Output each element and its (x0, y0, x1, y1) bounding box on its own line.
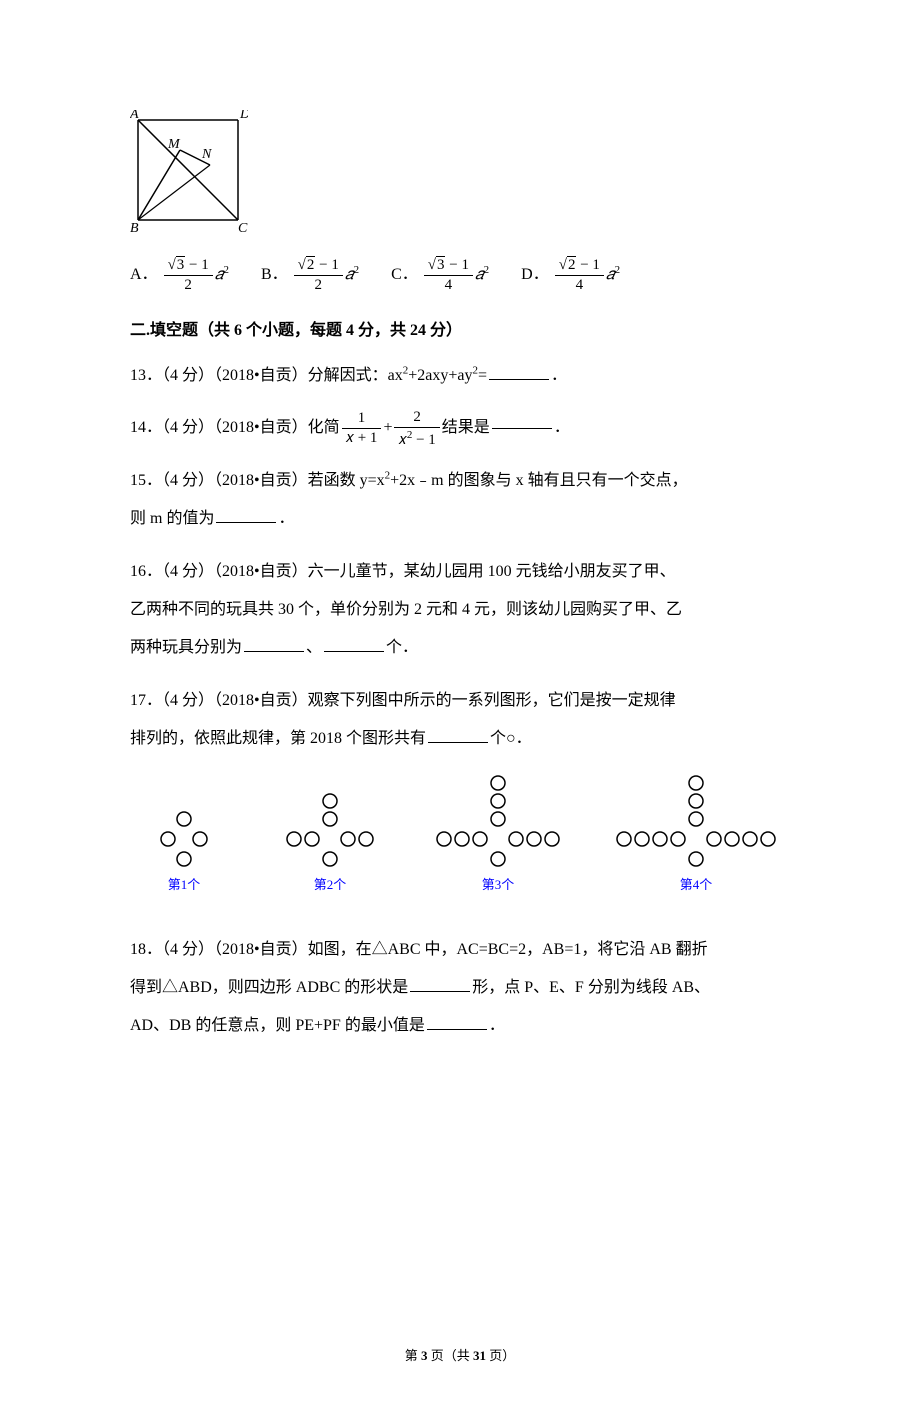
fraction: 3 − 1 4 (424, 258, 473, 293)
choice-letter: A． (130, 266, 158, 283)
blank (244, 651, 304, 652)
choice-a: A． 3 − 1 2 𝑎2 (130, 258, 229, 293)
question-14: 14．（4 分）（2018•自贡）化简 1 𝑥 + 1 + 2 𝑥2 − 1 结… (130, 409, 790, 447)
fraction: 3 − 1 2 (164, 258, 213, 293)
svg-text:A: A (130, 110, 139, 122)
question-15: 15．（4 分）（2018•自贡）若函数 y=x2+2x﹣m 的图象与 x 轴有… (130, 462, 790, 539)
fraction: 1 𝑥 + 1 (342, 411, 382, 446)
page-footer: 第 3 页（共 31 页） (130, 1346, 790, 1366)
q12-choices: A． 3 − 1 2 𝑎2 B． 2 − 1 2 𝑎2 C． 3 − 1 4 𝑎… (130, 258, 790, 293)
pattern-label-2: 第2个 (314, 877, 347, 892)
blank (410, 991, 470, 992)
question-16: 16．（4 分）（2018•自贡）六一儿童节，某幼儿园用 100 元钱给小朋友买… (130, 553, 790, 668)
svg-text:N: N (201, 147, 212, 162)
choice-c: C． 3 − 1 4 𝑎2 (391, 258, 489, 293)
fraction: 2 − 1 4 (555, 258, 604, 293)
section-2-heading: 二.填空题（共 6 个小题，每题 4 分，共 24 分） (130, 319, 790, 343)
q17-pattern-figure: 第1个 第2个 第3个 (130, 773, 790, 917)
fraction: 2 𝑥2 − 1 (394, 410, 439, 448)
pattern-label-4: 第4个 (680, 877, 713, 892)
q12-figure: A D M N B C (130, 110, 790, 244)
choice-b: B． 2 − 1 2 𝑎2 (261, 258, 359, 293)
question-13: 13．（4 分）（2018•自贡）分解因式：ax2+2axy+ay2=． (130, 357, 790, 395)
question-17: 17．（4 分）（2018•自贡）观察下列图中所示的一系列图形，它们是按一定规律… (130, 682, 790, 759)
choice-letter: D． (521, 266, 549, 283)
fraction: 2 − 1 2 (294, 258, 343, 293)
question-18: 18．（4 分）（2018•自贡）如图，在△ABC 中，AC=BC=2，AB=1… (130, 931, 790, 1046)
svg-text:C: C (238, 221, 248, 236)
choice-letter: B． (261, 266, 288, 283)
blank (428, 742, 488, 743)
svg-text:D: D (239, 110, 248, 122)
blank (216, 522, 276, 523)
pattern-label-1: 第1个 (168, 877, 201, 892)
blank (489, 379, 549, 380)
pattern-label-3: 第3个 (482, 877, 515, 892)
svg-text:M: M (167, 137, 181, 152)
blank (427, 1029, 487, 1030)
blank (492, 428, 552, 429)
blank (324, 651, 384, 652)
svg-text:B: B (130, 221, 139, 236)
choice-letter: C． (391, 266, 418, 283)
choice-d: D． 2 − 1 4 𝑎2 (521, 258, 620, 293)
